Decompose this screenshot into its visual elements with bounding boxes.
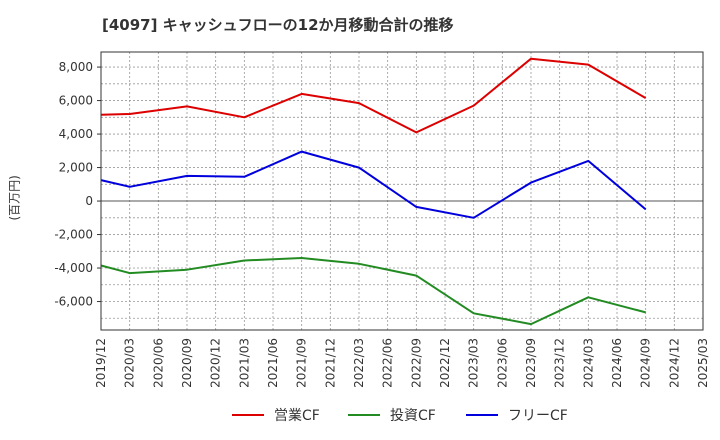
- series-line: [100, 57, 647, 134]
- y-tick-label: -4,000: [54, 261, 93, 275]
- legend-label: フリーCF: [508, 408, 568, 424]
- y-tick-label: 2,000: [59, 161, 93, 175]
- y-tick-label: 8,000: [59, 60, 93, 74]
- series-line: [100, 150, 647, 219]
- legend-label: 営業CF: [274, 408, 320, 424]
- x-tick-label: 2021/12: [323, 338, 337, 388]
- legend-label: 投資CF: [390, 408, 436, 424]
- x-tick-label: 2020/06: [151, 338, 165, 388]
- x-tick-label: 2024/03: [581, 338, 595, 388]
- x-tick-label: 2023/09: [524, 338, 538, 388]
- x-tick-label: 2024/12: [667, 338, 681, 388]
- x-tick-label: 2020/12: [209, 338, 223, 388]
- x-tick-label: 2024/09: [639, 338, 653, 388]
- y-tick-label: -6,000: [54, 295, 93, 309]
- x-tick-label: 2019/12: [94, 338, 108, 388]
- y-tick-label: 0: [85, 194, 93, 208]
- x-tick-label: 2022/06: [381, 338, 395, 388]
- x-tick-label: 2020/09: [180, 338, 194, 388]
- x-tick-label: 2023/06: [495, 338, 509, 388]
- y-tick-label: -2,000: [54, 228, 93, 242]
- x-tick-label: 2021/06: [266, 338, 280, 388]
- chart-title: [4097] キャッシュフローの12か月移動合計の推移: [102, 16, 454, 34]
- x-tick-label: 2021/09: [295, 338, 309, 388]
- x-tick-label: 2020/03: [123, 338, 137, 388]
- legend: 営業CF 投資CF フリーCF: [232, 408, 568, 424]
- x-tick-label: 2021/03: [237, 338, 251, 388]
- x-tick-label: 2023/12: [553, 338, 567, 388]
- y-tick-label: 4,000: [59, 127, 93, 141]
- y-tick-label: 6,000: [59, 94, 93, 108]
- plot-frame: [100, 51, 704, 331]
- series-line: [100, 257, 646, 326]
- x-tick-label: 2024/06: [610, 338, 624, 388]
- x-tick-label: 2023/03: [467, 338, 481, 388]
- series-lines: [100, 57, 647, 326]
- x-tick-label: 2025/03: [696, 338, 710, 388]
- x-tick-label: 2022/12: [438, 338, 452, 388]
- x-tick-label: 2022/09: [409, 338, 423, 388]
- x-tick-label: 2022/03: [352, 338, 366, 388]
- grid-lines: [100, 52, 704, 330]
- y-axis-ticks: 8,000 6,000 4,000 2,000 0 -2,000 -4,000 -6,000: [54, 60, 101, 309]
- x-axis-ticks: 2019/12 2020/03 2020/06 2020/09 2020/12 2021/…: [94, 338, 710, 388]
